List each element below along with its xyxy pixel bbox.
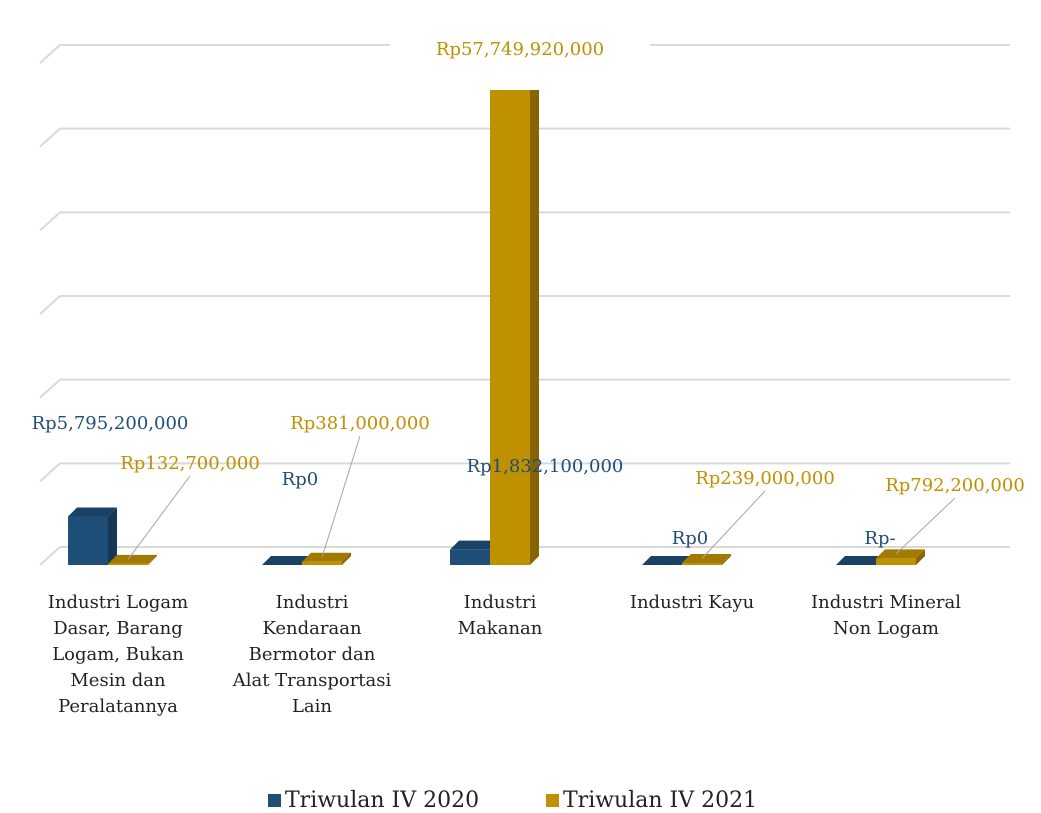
- x-tick-label: Industri Mineral Non Logam: [811, 592, 961, 639]
- grid-line-side: [39, 127, 61, 148]
- bar-top: [262, 556, 311, 565]
- bar-side: [530, 72, 539, 565]
- bar: [450, 549, 490, 565]
- value-label: Rp-: [864, 528, 895, 549]
- value-label: Rp0: [672, 528, 709, 549]
- value-label: Rp239,000,000: [695, 468, 835, 489]
- grid-line-side: [39, 546, 61, 566]
- bar-side: [342, 552, 351, 565]
- bar-top: [68, 507, 117, 517]
- leader-line: [895, 497, 956, 555]
- x-tick-label: Industri Kayu: [629, 592, 755, 613]
- value-label: Rp132,700,000: [120, 453, 260, 474]
- bar: [490, 81, 530, 565]
- bar-top: [682, 554, 731, 564]
- bar-side: [722, 554, 731, 565]
- legend-item: Triwulan IV 2020: [268, 788, 479, 813]
- bar: [876, 558, 916, 565]
- bar-side: [148, 554, 157, 565]
- grid-line-side: [39, 378, 61, 399]
- legend-item: Triwulan IV 2021: [546, 788, 757, 813]
- legend-swatch: [268, 794, 281, 807]
- bar-top: [836, 556, 885, 565]
- bar-top: [450, 540, 499, 550]
- bar: [682, 563, 722, 565]
- leader-line: [321, 435, 361, 558]
- grid-line-side: [39, 462, 61, 483]
- value-label: Rp792,200,000: [885, 475, 1025, 496]
- x-tick-label: Industri Kendaraan Bermotor dan Alat Tra…: [232, 592, 392, 717]
- bar-side: [916, 549, 925, 565]
- legend-swatch: [546, 794, 559, 807]
- grid-line-side: [39, 44, 61, 64]
- bar-top: [642, 556, 691, 565]
- bar: [108, 563, 148, 565]
- label-bg: [390, 10, 650, 90]
- bar: [68, 516, 108, 565]
- bar-top: [876, 549, 925, 559]
- bar: [302, 561, 342, 565]
- legend-label: Triwulan IV 2020: [285, 788, 480, 813]
- grid-line-side: [39, 295, 61, 315]
- legend-label: Triwulan IV 2021: [563, 788, 758, 813]
- value-label: Rp0: [282, 469, 319, 490]
- bar-top: [108, 554, 157, 564]
- leader-line: [127, 475, 191, 560]
- value-label: Rp5,795,200,000: [32, 413, 189, 434]
- value-label: Rp381,000,000: [290, 413, 430, 434]
- bar-side: [108, 507, 117, 565]
- value-label: Rp1,832,100,000: [467, 456, 624, 477]
- x-tick-label: Industri Logam Dasar, Barang Logam, Buka…: [47, 592, 189, 717]
- leader-line: [701, 490, 766, 559]
- grid-line-side: [39, 211, 61, 232]
- value-label: Rp57,749,920,000: [436, 39, 604, 60]
- x-tick-label: Industri Makanan: [457, 592, 543, 639]
- bar-top: [302, 552, 351, 562]
